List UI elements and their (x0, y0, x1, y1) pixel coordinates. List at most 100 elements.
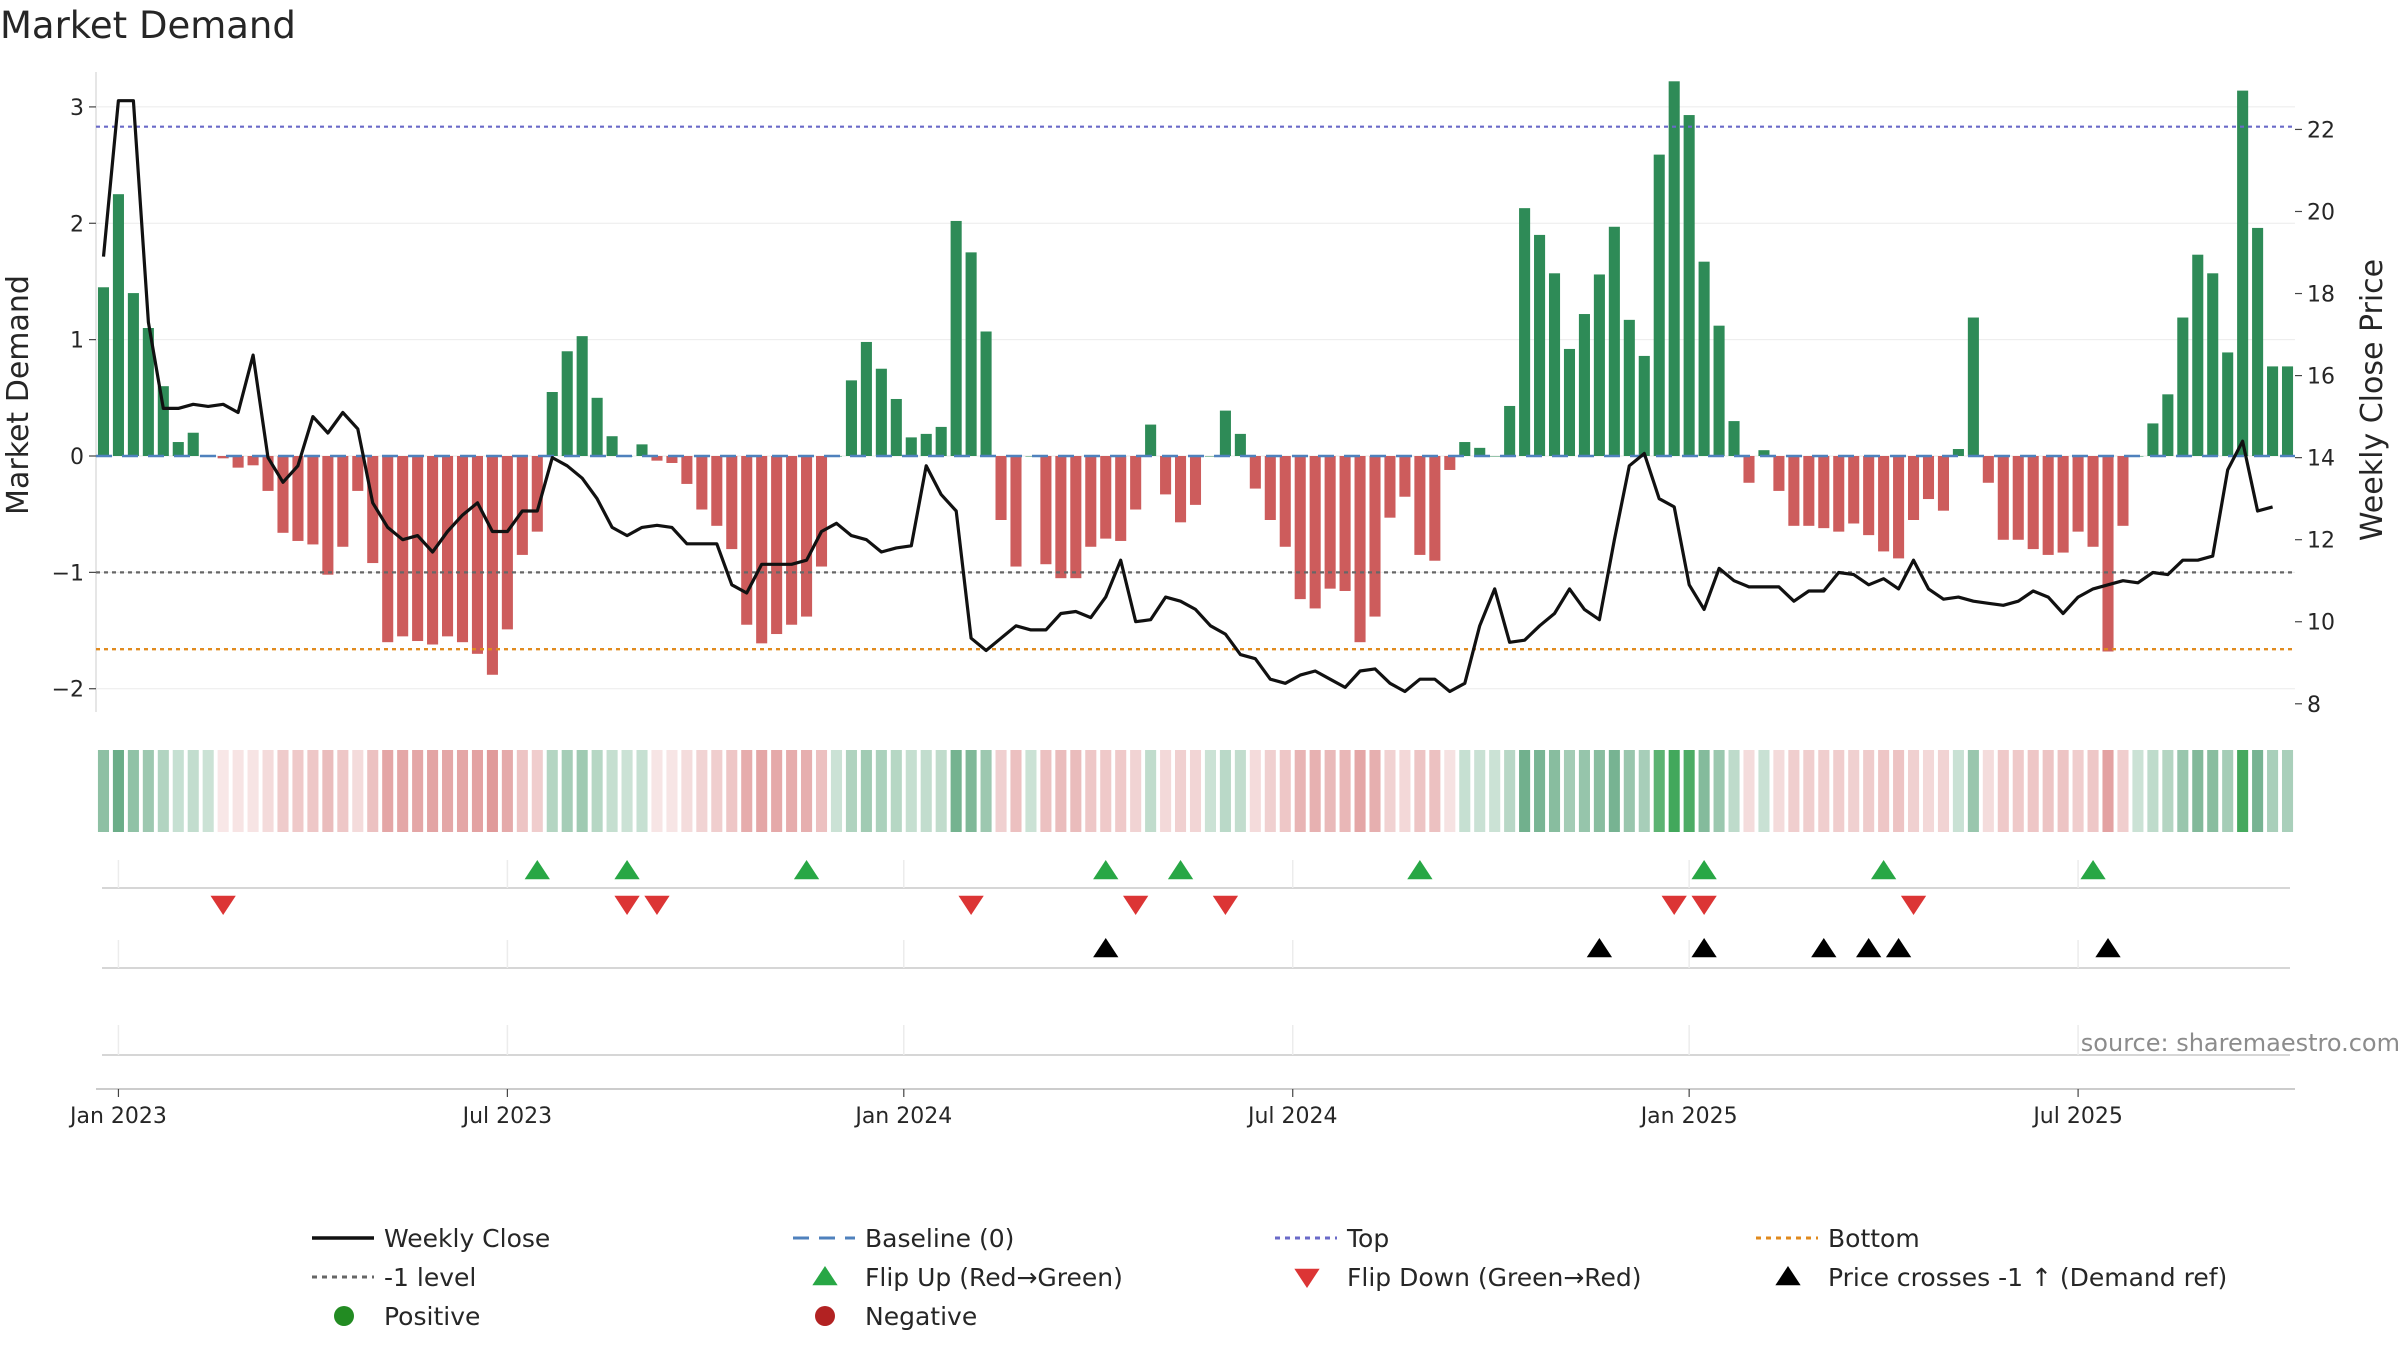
demand-bar (1189, 456, 1202, 505)
demand-bar (1100, 456, 1112, 539)
demand-bar (2117, 456, 2129, 526)
heat-cell (1743, 750, 1755, 832)
heat-cell (1608, 750, 1620, 832)
flip-down-marker (210, 895, 236, 915)
demand-bar (1952, 449, 1964, 456)
demand-bar (2057, 456, 2069, 553)
demand-bar (2162, 394, 2174, 456)
heat-cell (1100, 750, 1112, 832)
demand-bar (950, 220, 962, 456)
heat-cell (1384, 750, 1396, 832)
heat-cell (980, 750, 992, 832)
demand-bar (1683, 115, 1695, 457)
demand-bar (2237, 90, 2249, 457)
demand-bar (1833, 456, 1845, 532)
demand-bar (1922, 456, 1935, 500)
demand-bar (2177, 317, 2189, 456)
heat-cell (711, 750, 723, 832)
heat-cell (1534, 750, 1546, 832)
demand-bar (367, 456, 379, 564)
demand-bar (262, 456, 274, 491)
legend-label: Negative (865, 1302, 977, 1331)
demand-bar (636, 444, 648, 456)
demand-bar (845, 380, 857, 456)
heat-cell (112, 750, 124, 832)
demand-bar (412, 456, 424, 642)
demand-bar (2222, 352, 2234, 456)
heat-cell (1504, 750, 1516, 832)
demand-bar (2267, 366, 2279, 456)
heat-cell (2072, 750, 2084, 832)
demand-bar (1743, 456, 1755, 483)
y-tick-label: 3 (70, 96, 84, 121)
demand-bar (1878, 456, 1890, 552)
weekly-close-line (101, 99, 2274, 694)
flip-down-marker (1900, 895, 1927, 915)
heat-cell (1189, 750, 1202, 832)
heat-cell (307, 750, 319, 832)
heat-cell (1474, 750, 1486, 832)
legend-label: Positive (384, 1302, 480, 1331)
demand-bar (1219, 410, 1231, 456)
heat-cell (427, 750, 439, 832)
heat-cell (247, 750, 259, 832)
demand-bar (726, 456, 738, 550)
demand-bar (995, 456, 1007, 520)
demand-bar (1863, 456, 1875, 536)
demand-bar (2102, 456, 2114, 652)
demand-bar (1818, 456, 1830, 529)
demand-bar (1130, 456, 1142, 510)
y2-tick-label: 14 (2307, 447, 2335, 472)
heat-cell (1040, 750, 1052, 832)
demand-bar (1264, 456, 1276, 520)
heat-cell (561, 750, 573, 832)
flip-up-marker (1407, 860, 1433, 880)
legend: Weekly Close Baseline (0) Top Bottom -1 leve… (312, 1224, 2227, 1331)
heat-cell (2207, 750, 2219, 832)
demand-bar (681, 456, 693, 484)
demand-bar (1548, 273, 1561, 456)
cross-up-marker (1885, 938, 1912, 958)
demand-bar (1713, 325, 1725, 456)
demand-bar (741, 456, 753, 625)
demand-bar (1788, 456, 1800, 526)
demand-bar (815, 456, 828, 567)
demand-bar (531, 456, 543, 532)
demand-bar (756, 456, 768, 644)
demand-bar (307, 456, 319, 545)
cross-up-marker (1856, 938, 1882, 958)
demand-bar (591, 397, 603, 456)
heat-cell (2102, 750, 2114, 832)
heat-cell (1010, 750, 1022, 832)
heat-cell (187, 750, 199, 832)
demand-bar (920, 433, 932, 456)
demand-bar (576, 336, 588, 456)
chart-title: Market Demand (0, 4, 296, 47)
demand-bar (1234, 433, 1246, 456)
heat-cell (456, 750, 469, 832)
heat-cell (1758, 750, 1770, 832)
heat-cell (860, 750, 872, 832)
y2-tick-label: 12 (2307, 529, 2335, 554)
heat-cell (1234, 750, 1246, 832)
heat-cell (442, 750, 454, 832)
heat-cell (1339, 750, 1351, 832)
legend-label: Flip Down (Green→Red) (1347, 1263, 1642, 1292)
demand-bar (965, 252, 977, 456)
flip-down-marker (1661, 895, 1687, 915)
heat-cell (1952, 750, 1964, 832)
heat-cell (1309, 750, 1321, 832)
heat-cell (1399, 750, 1411, 832)
y-tick-label: 1 (70, 329, 84, 354)
heat-cell (1160, 750, 1172, 832)
flip-down-marker (958, 895, 984, 915)
demand-bar (1384, 456, 1396, 518)
heat-cell (950, 750, 962, 832)
demand-bar (1803, 456, 1815, 526)
demand-bar (1489, 456, 1501, 457)
y2-axis-label: Weekly Close Price (2355, 259, 2390, 541)
demand-bar (1249, 456, 1261, 489)
heat-cell (1324, 750, 1336, 832)
heat-cell (2252, 750, 2264, 832)
